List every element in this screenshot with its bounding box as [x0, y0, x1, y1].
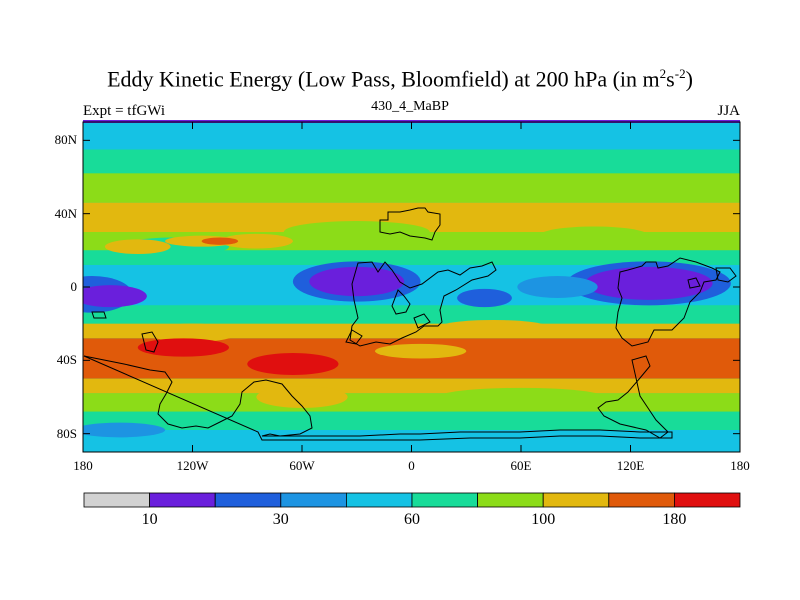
colorbar-swatch-9 [674, 492, 741, 508]
colorbar-label-2: 60 [404, 511, 420, 528]
colorbar-label-1: 30 [272, 511, 289, 528]
coastline-4 [345, 329, 363, 345]
coastline-10 [687, 277, 701, 289]
energy-contour-14 [517, 276, 598, 298]
colorbar-swatch-2 [214, 492, 282, 508]
title-unit-sup1: 2 [659, 66, 667, 81]
energy-contour-15 [146, 323, 239, 343]
y-tick-label-1: 40N [54, 205, 77, 221]
run-label: 430_4_MaBP [371, 99, 449, 114]
title-text: Eddy Kinetic Energy (Low Pass, Bloomfiel… [107, 66, 660, 92]
energy-band-11 [83, 393, 740, 412]
energy-contour-18 [137, 338, 229, 357]
energy-contour-19 [247, 353, 339, 375]
colorbar-swatch-1 [149, 492, 216, 508]
energy-band-2 [83, 173, 740, 203]
colorbar-swatch-4 [345, 492, 413, 508]
coastline-3 [413, 313, 431, 329]
colorbar-swatch-8 [608, 492, 675, 508]
energy-contour-22 [83, 422, 166, 438]
energy-contour-5 [104, 239, 171, 255]
energy-band-1 [83, 149, 740, 174]
x-tick-label-0: 180 [73, 458, 93, 473]
coastline-8 [91, 311, 107, 319]
energy-contour-3 [219, 233, 293, 249]
energy-contour-21 [438, 387, 604, 407]
colorbar-swatch-3 [280, 492, 347, 508]
x-tick-label-2: 60W [289, 458, 315, 473]
season-label: JJA [717, 103, 740, 119]
colorbar-label-4: 180 [662, 511, 687, 528]
energy-band-5 [83, 250, 740, 265]
colorbar-label-3: 100 [531, 511, 556, 528]
energy-band-12 [83, 411, 740, 430]
title-close: ) [685, 66, 693, 92]
energy-contour-20 [256, 386, 348, 408]
energy-contour-1 [283, 221, 430, 243]
y-tick-label-2: 0 [70, 279, 78, 294]
coastline-7 [141, 331, 159, 353]
y-tick-label-4: 80S [56, 425, 77, 441]
energy-contour-8 [83, 285, 147, 308]
colorbar-swatch-0 [83, 492, 150, 508]
contour-field [83, 122, 740, 452]
energy-contour-17 [375, 343, 467, 359]
coastline-1 [349, 261, 497, 347]
colorbar-swatch-6 [477, 492, 544, 508]
coastline-0 [379, 207, 441, 241]
energy-contour-6 [201, 237, 239, 245]
y-tick-label-0: 80N [54, 132, 77, 148]
coastline-6 [597, 355, 669, 439]
energy-contour-10 [309, 266, 405, 297]
energy-band-10 [83, 378, 740, 394]
energy-band-8 [83, 323, 740, 339]
x-tick-label-6: 180 [730, 458, 750, 473]
colorbar-label-0: 10 [141, 511, 158, 528]
x-tick-label-4: 60E [510, 458, 532, 473]
energy-contour-13 [457, 288, 512, 308]
title-unit-sup2: -2 [674, 66, 686, 81]
chart-title: Eddy Kinetic Energy (Low Pass, Bloomfiel… [0, 66, 800, 92]
x-tick-label-3: 0 [408, 458, 415, 473]
x-tick-label-1: 120W [176, 458, 209, 473]
coastline-9 [83, 355, 673, 441]
x-tick-label-5: 120E [616, 458, 645, 473]
colorbar-swatch-5 [411, 492, 478, 508]
energy-band-7 [83, 305, 740, 324]
coastline-2 [391, 289, 411, 315]
energy-contour-16 [438, 320, 549, 335]
colorbar-swatch-7 [542, 492, 610, 508]
coastline-11 [715, 267, 737, 283]
coastline-outlines [83, 207, 737, 441]
experiment-label: Expt = tfGWi [83, 103, 166, 119]
title-unit-mid: s [666, 66, 675, 92]
energy-contour-2 [539, 226, 649, 245]
y-tick-label-3: 40S [56, 352, 77, 368]
coastline-5 [615, 257, 721, 347]
energy-contour-12 [584, 266, 713, 300]
